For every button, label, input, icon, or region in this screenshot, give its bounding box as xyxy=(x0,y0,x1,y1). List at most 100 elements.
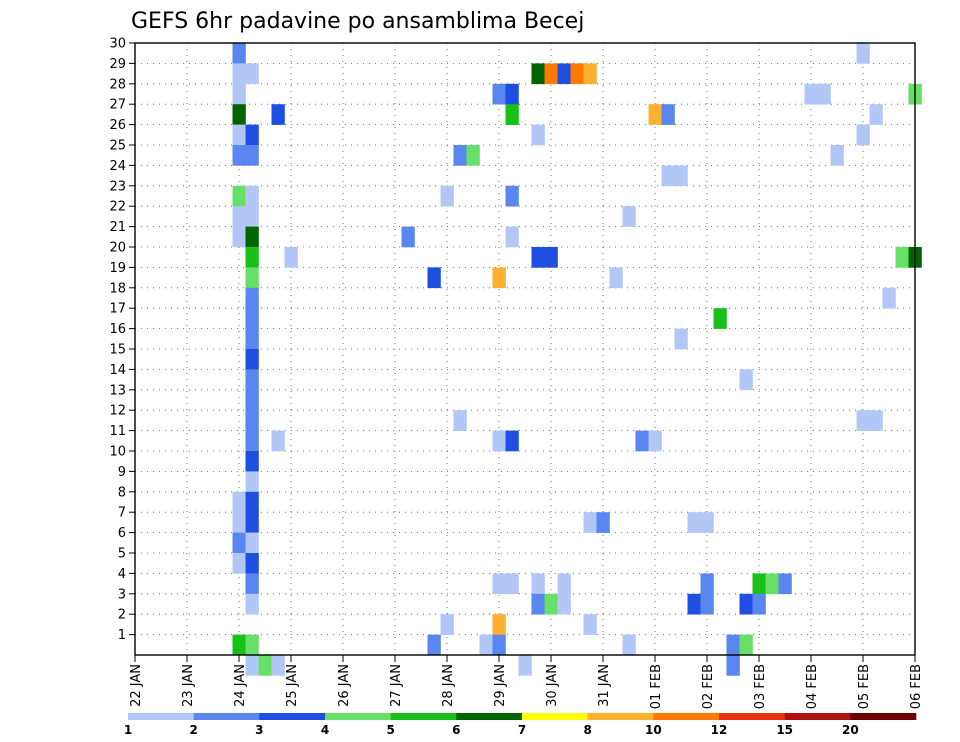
heatmap-cell xyxy=(674,328,688,350)
y-tick-label: 1 xyxy=(118,628,126,643)
y-tick-label: 13 xyxy=(109,383,126,398)
heatmap-cell xyxy=(245,63,259,85)
y-tick-label: 27 xyxy=(109,98,126,113)
heatmap-cell xyxy=(440,614,454,635)
x-tick-label: 24 JAN xyxy=(233,664,248,707)
heatmap-cell xyxy=(245,389,259,411)
y-tick-label: 12 xyxy=(109,404,126,419)
x-axis-ticks: 22 JAN 23 JAN 24 JAN 25 JAN 26 JAN 27 JAN 28 J… xyxy=(129,655,924,709)
heatmap-cell xyxy=(245,247,259,268)
heatmap-cell xyxy=(427,634,441,656)
heatmap-cell xyxy=(245,349,259,370)
heatmap-cell xyxy=(752,593,766,615)
heatmap-cell xyxy=(245,185,259,207)
colorbar-label: 2 xyxy=(189,723,197,737)
heatmap-cell xyxy=(492,83,506,105)
colorbar-swatch xyxy=(193,713,260,720)
heatmap-cell xyxy=(232,145,246,166)
x-tick-label: 23 JAN xyxy=(181,664,196,707)
heatmap-cell xyxy=(609,267,623,289)
y-tick-label: 20 xyxy=(109,241,126,256)
colorbar-label: 10 xyxy=(645,723,662,737)
heatmap-cell xyxy=(557,593,571,615)
heatmap-cell xyxy=(726,634,740,656)
y-tick-label: 11 xyxy=(109,424,126,439)
heatmap-cell xyxy=(583,512,597,533)
y-tick-label: 18 xyxy=(109,281,126,296)
colorbar-label: 7 xyxy=(518,723,526,737)
heatmap-cell xyxy=(505,573,519,595)
heatmap-cell xyxy=(245,226,259,248)
heatmap-cell xyxy=(739,634,753,656)
heatmap-cell xyxy=(531,593,545,615)
y-tick-label: 28 xyxy=(109,77,126,92)
heatmap-cell xyxy=(492,267,506,289)
heatmap-cell xyxy=(245,655,259,676)
x-tick-label: 27 JAN xyxy=(389,664,404,707)
heatmap-cell xyxy=(869,104,883,125)
colorbar-swatch xyxy=(128,713,194,720)
heatmap-cell xyxy=(752,573,766,595)
cells-layer xyxy=(232,43,922,676)
heatmap-cell xyxy=(232,512,246,533)
heatmap-cell xyxy=(232,104,246,125)
heatmap-cell xyxy=(245,573,259,595)
grid-layer xyxy=(134,42,916,655)
heatmap-cell xyxy=(882,287,896,309)
heatmap-cell xyxy=(622,206,636,227)
heatmap-cell xyxy=(232,43,246,64)
heatmap-cell xyxy=(401,226,415,248)
y-tick-label: 26 xyxy=(109,118,126,133)
heatmap-cell xyxy=(765,573,779,595)
heatmap-cell xyxy=(466,145,480,166)
y-tick-label: 7 xyxy=(118,506,126,521)
x-tick-label: 03 FEB xyxy=(753,664,768,709)
heatmap-cell xyxy=(869,410,883,431)
heatmap-cell xyxy=(427,267,441,289)
heatmap-cell xyxy=(505,104,519,125)
heatmap-cell xyxy=(232,226,246,248)
x-tick-label: 01 FEB xyxy=(649,664,664,709)
y-axis-ticks: 1234567891011121314151617181920212223242… xyxy=(109,37,135,643)
y-tick-label: 23 xyxy=(109,179,126,194)
heatmap-cell xyxy=(856,410,870,431)
heatmap-cell xyxy=(245,512,259,533)
x-tick-label: 22 JAN xyxy=(129,664,144,707)
colorbar-swatch xyxy=(653,713,720,720)
heatmap-cell xyxy=(245,634,259,656)
heatmap-cell xyxy=(492,573,506,595)
heatmap-cell xyxy=(739,593,753,615)
x-tick-label: 28 JAN xyxy=(441,664,456,707)
heatmap-cell xyxy=(596,512,610,533)
heatmap-cell xyxy=(284,247,298,268)
heatmap-cell xyxy=(687,593,701,615)
heatmap-cell xyxy=(700,573,714,595)
heatmap-cell xyxy=(245,532,259,554)
y-tick-label: 3 xyxy=(118,587,126,602)
y-tick-label: 22 xyxy=(109,200,126,215)
colorbar-label: 5 xyxy=(386,723,394,737)
heatmap-cell xyxy=(544,593,558,615)
y-tick-label: 16 xyxy=(109,322,126,337)
heatmap-cell xyxy=(674,165,688,187)
heatmap-cell xyxy=(713,308,727,329)
heatmap-cell xyxy=(492,614,506,635)
heatmap-cell xyxy=(245,328,259,350)
heatmap-cell xyxy=(479,634,493,656)
y-tick-label: 25 xyxy=(109,139,126,154)
heatmap-cell xyxy=(739,369,753,391)
x-tick-label: 02 FEB xyxy=(701,664,716,709)
heatmap-cell xyxy=(232,124,246,146)
y-tick-label: 21 xyxy=(109,220,126,235)
y-tick-label: 2 xyxy=(118,608,126,623)
y-tick-label: 5 xyxy=(118,547,126,562)
heatmap-cell xyxy=(245,287,259,309)
heatmap-cell xyxy=(583,614,597,635)
heatmap-cell xyxy=(258,655,272,676)
heatmap-cell xyxy=(518,655,532,676)
colorbar-swatch xyxy=(784,713,851,720)
heatmap-cell xyxy=(531,247,545,268)
colorbar-label: 4 xyxy=(321,723,329,737)
heatmap-cell xyxy=(687,512,701,533)
heatmap-cell xyxy=(232,83,246,105)
